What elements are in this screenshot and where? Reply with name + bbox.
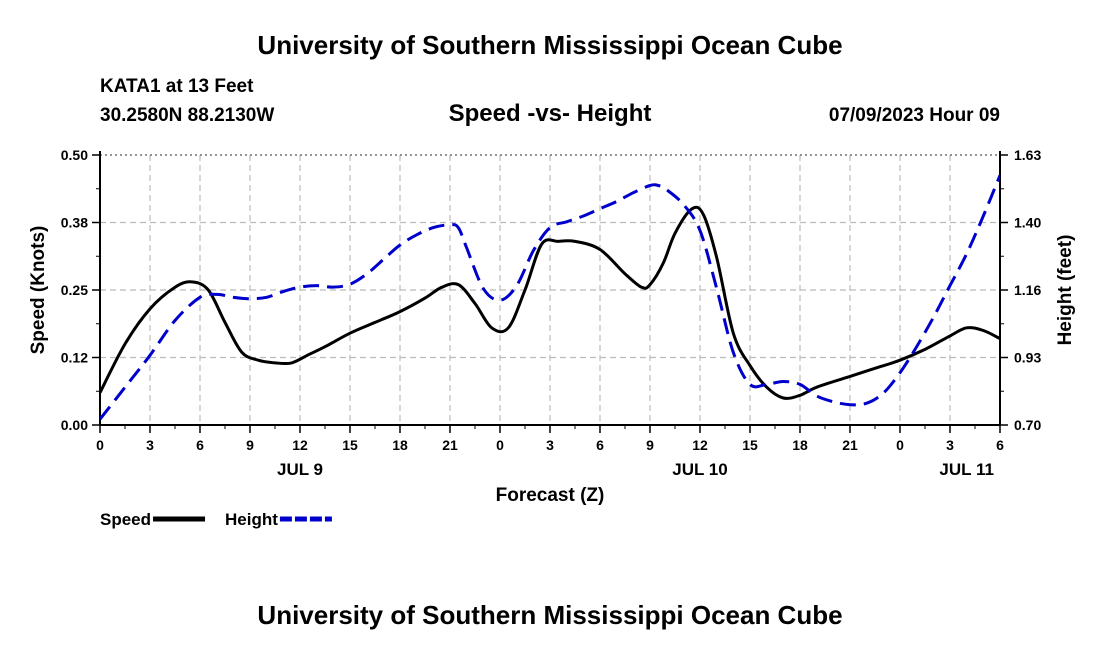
x-tick-label: 12 <box>292 437 308 453</box>
x-tick-label: 3 <box>146 437 154 453</box>
y-tick-label-left: 0.38 <box>61 215 88 231</box>
day-label: JUL 9 <box>277 460 323 479</box>
series-line-speed <box>100 205 1000 400</box>
x-tick-label: 0 <box>96 437 104 453</box>
x-tick-label: 21 <box>442 437 458 453</box>
y-tick-label-right: 1.63 <box>1014 147 1041 163</box>
x-tick-label: 18 <box>792 437 808 453</box>
x-tick-label: 12 <box>692 437 708 453</box>
x-tick-label: 6 <box>196 437 204 453</box>
chart-title: Speed -vs- Height <box>448 100 652 127</box>
x-tick-label: 18 <box>392 437 408 453</box>
day-label: JUL 11 <box>939 460 994 479</box>
x-tick-label: 15 <box>342 437 358 453</box>
x-tick-label: 9 <box>646 437 654 453</box>
legend-label-speed: Speed <box>100 510 151 529</box>
y-axis-label-right: Height (feet) <box>1055 235 1076 346</box>
x-tick-label: 3 <box>946 437 954 453</box>
y-tick-label-right: 0.93 <box>1014 350 1041 366</box>
station-coordinates: 30.2580N 88.2130W <box>100 105 275 126</box>
day-label: JUL 10 <box>672 460 727 479</box>
x-axis-label: Forecast (Z) <box>496 485 605 506</box>
x-tick-label: 0 <box>496 437 504 453</box>
y-tick-label-left: 0.25 <box>61 282 88 298</box>
x-tick-label: 15 <box>742 437 758 453</box>
legend-label-height: Height <box>225 510 278 529</box>
y-tick-label-left: 0.50 <box>61 147 88 163</box>
y-tick-label-left: 0.12 <box>61 350 88 366</box>
y-tick-label-left: 0.00 <box>61 417 88 433</box>
speed-height-chart: 0 3 6 9 12 15 18 21 0 3 6 9 12 15 18 21 0 3 6 0.00 0.70 0.12 0… <box>28 147 1076 529</box>
y-tick-label-right: 1.40 <box>1014 215 1041 231</box>
x-tick-label: 6 <box>596 437 604 453</box>
x-tick-label: 6 <box>996 437 1004 453</box>
x-tick-label: 21 <box>842 437 858 453</box>
y-tick-label-right: 0.70 <box>1014 417 1041 433</box>
y-axis-label-left: Speed (Knots) <box>28 226 49 355</box>
page-title: University of Southern Mississippi Ocean… <box>257 30 843 60</box>
x-tick-label: 9 <box>246 437 254 453</box>
x-tick-label: 0 <box>896 437 904 453</box>
page-title-bottom: University of Southern Mississippi Ocean… <box>257 600 843 630</box>
x-tick-label: 3 <box>546 437 554 453</box>
y-tick-label-right: 1.16 <box>1014 282 1041 298</box>
forecast-timestamp: 07/09/2023 Hour 09 <box>828 105 1000 126</box>
series-line-height <box>100 174 1000 421</box>
station-label: KATA1 at 13 Feet <box>100 76 254 97</box>
